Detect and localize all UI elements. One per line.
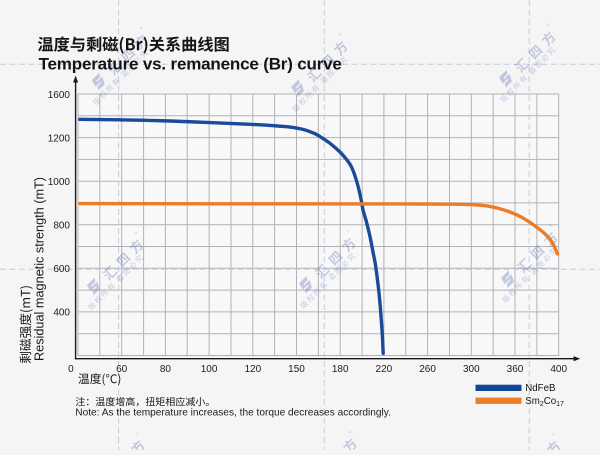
svg-text:120: 120 — [244, 364, 261, 375]
svg-text:Temperature vs. remanence (Br): Temperature vs. remanence (Br) curve — [39, 54, 342, 73]
svg-text:NdFeB: NdFeB — [525, 383, 555, 394]
svg-text:1000: 1000 — [48, 177, 71, 188]
svg-text:600: 600 — [53, 264, 70, 275]
svg-text:1600: 1600 — [48, 90, 71, 101]
svg-text:400: 400 — [550, 364, 567, 375]
svg-text:800: 800 — [53, 221, 70, 232]
svg-text:400: 400 — [53, 308, 70, 319]
svg-text:220: 220 — [376, 364, 393, 375]
svg-text:Residual magnetic strength (mT: Residual magnetic strength (mT) — [32, 177, 46, 361]
svg-text:Note: As the temperature incre: Note: As the temperature increases, the … — [75, 408, 391, 419]
svg-text:60: 60 — [116, 364, 128, 375]
svg-text:1200: 1200 — [48, 133, 71, 144]
svg-text:260: 260 — [419, 364, 436, 375]
svg-text:0: 0 — [68, 364, 74, 375]
svg-text:Sm2Co17: Sm2Co17 — [525, 396, 564, 408]
svg-text:100: 100 — [201, 364, 218, 375]
svg-text:180: 180 — [332, 364, 349, 375]
svg-text:360: 360 — [507, 364, 524, 375]
svg-text:300: 300 — [463, 364, 480, 375]
svg-text:150: 150 — [288, 364, 305, 375]
svg-text:80: 80 — [160, 364, 172, 375]
